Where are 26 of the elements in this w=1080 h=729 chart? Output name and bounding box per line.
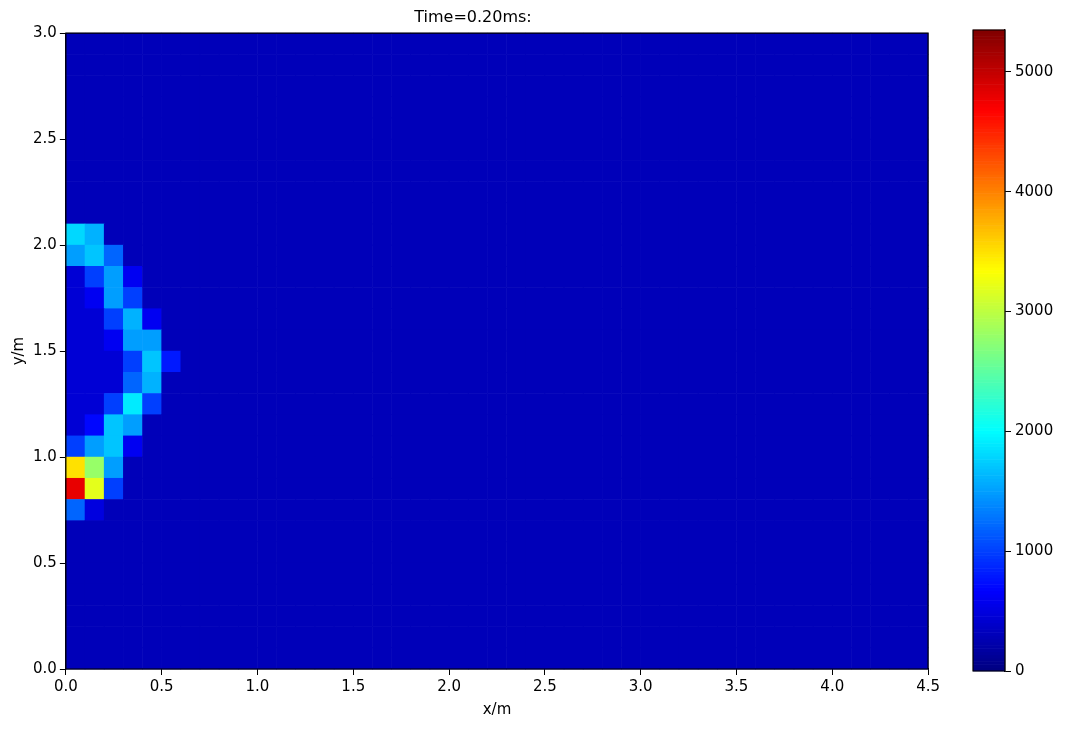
y-tick-label: 1.0 [33, 446, 57, 465]
y-tick-label: 2.0 [33, 235, 57, 254]
x-tick-label: 3.5 [724, 676, 749, 695]
y-axis-title: y/m [8, 336, 27, 366]
y-tick-label: 0.0 [33, 658, 57, 677]
color-bar-label: 5000 [1015, 61, 1054, 80]
color-bar-label: 2000 [1015, 421, 1054, 440]
color-bar-label: 3000 [1015, 301, 1054, 320]
x-tick-label: 1.0 [245, 676, 270, 695]
y-tick-label: 2.5 [33, 129, 57, 148]
x-tick-label: 0.0 [53, 676, 78, 695]
x-tick-label: 4.0 [820, 676, 845, 695]
chart-title: Time=0.20ms: [413, 6, 532, 26]
x-axis-title: x/m [482, 699, 512, 718]
x-tick-label: 4.5 [916, 676, 940, 695]
y-tick-label: 3.0 [33, 23, 57, 42]
x-tick-label: 0.5 [149, 676, 174, 695]
color-bar-label: 4000 [1015, 181, 1054, 200]
color-bar-label: 1000 [1015, 541, 1054, 560]
y-tick-label: 0.5 [33, 552, 57, 571]
color-bar-label: 0 [1015, 660, 1025, 679]
x-tick-label: 2.0 [437, 676, 461, 695]
y-tick-label: 1.5 [33, 340, 57, 359]
x-tick-label: 1.5 [341, 676, 366, 695]
x-tick-label: 3.0 [628, 676, 653, 695]
x-tick-label: 2.5 [532, 676, 557, 695]
